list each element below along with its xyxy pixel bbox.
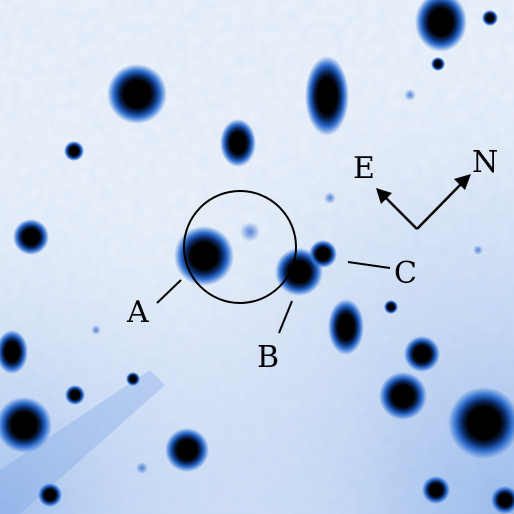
label-c: C [394,256,417,291]
leader-line-a [156,279,182,304]
north-arrow-head [454,174,471,190]
star [482,10,498,26]
star [491,486,514,514]
star [13,219,49,255]
leader-line-c [347,261,391,269]
star [384,300,398,314]
label-a: A [126,295,149,330]
star [431,57,445,71]
error-circle [183,190,297,304]
star [0,397,52,453]
east-arrow-shaft [382,194,418,230]
star [126,372,140,386]
star [404,336,440,372]
star [38,483,62,507]
star-c [309,240,337,268]
faint-source [473,245,483,255]
star [220,119,256,167]
faint-source [91,325,101,335]
faint-source [240,222,260,242]
compass [376,174,471,230]
annotations [156,190,391,334]
star [64,141,84,161]
star [65,385,85,405]
label-b: B [257,340,279,375]
star [305,56,349,136]
faint-source [136,462,148,474]
leader-line-b [278,300,293,334]
star [165,428,209,472]
star [448,387,514,459]
compass-east-label: E [353,151,375,186]
star-a [174,226,234,286]
faint-source [324,192,336,204]
compass-north-label: N [472,145,498,180]
star [379,372,427,420]
star [328,299,364,355]
faint-source [404,89,416,101]
star [422,476,450,504]
star [415,0,467,52]
star [107,64,167,124]
diffraction-streak [0,370,165,514]
star [0,330,28,374]
north-arrow-shaft [416,181,464,230]
east-arrow-head [376,188,392,204]
